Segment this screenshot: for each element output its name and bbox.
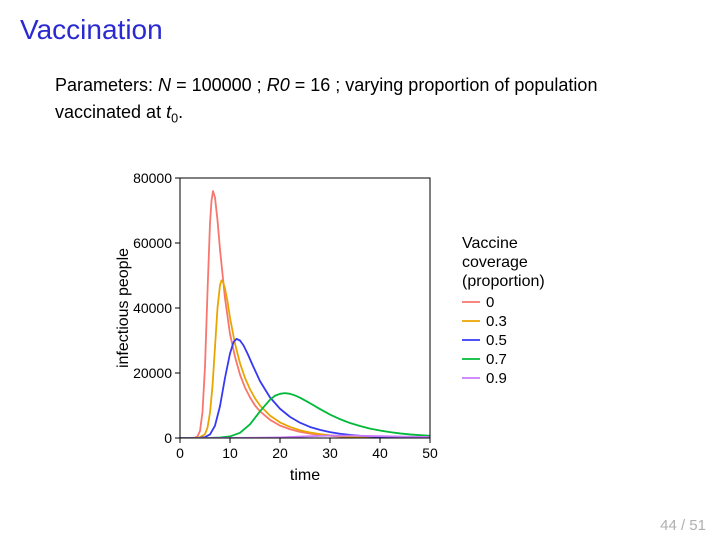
svg-text:infectious people: infectious people bbox=[115, 248, 132, 368]
params-prefix: Parameters: bbox=[55, 75, 158, 95]
params-R0-sub: 0 bbox=[280, 75, 290, 95]
params-R0-value: 16 bbox=[310, 75, 330, 95]
svg-text:0.3: 0.3 bbox=[486, 313, 507, 330]
svg-text:(proportion): (proportion) bbox=[462, 273, 545, 290]
svg-text:0.5: 0.5 bbox=[486, 332, 507, 349]
svg-text:0.7: 0.7 bbox=[486, 351, 507, 368]
svg-text:coverage: coverage bbox=[462, 254, 528, 271]
svg-text:0: 0 bbox=[164, 430, 172, 446]
svg-text:60000: 60000 bbox=[133, 235, 172, 251]
params-t-label: t0 bbox=[166, 102, 178, 122]
svg-text:40: 40 bbox=[372, 445, 388, 461]
svg-text:Vaccine: Vaccine bbox=[462, 235, 518, 252]
svg-text:0.9: 0.9 bbox=[486, 370, 507, 387]
svg-text:80000: 80000 bbox=[133, 170, 172, 186]
chart-svg: 0 10 20 30 40 50 0 20000 40000 60000 80000 time infe… bbox=[110, 168, 590, 488]
slide: Vaccination Parameters: N = 100000 ; R0 … bbox=[0, 0, 724, 544]
params-R0-label: R0 bbox=[267, 75, 290, 95]
params-period: . bbox=[178, 102, 183, 122]
parameters-text: Parameters: N = 100000 ; R0 = 16 ; varyi… bbox=[55, 72, 684, 128]
params-eq2: = bbox=[295, 75, 311, 95]
svg-text:10: 10 bbox=[222, 445, 238, 461]
params-eq1: = bbox=[176, 75, 192, 95]
chart: 0 10 20 30 40 50 0 20000 40000 60000 80000 time infe… bbox=[110, 168, 590, 488]
svg-text:20000: 20000 bbox=[133, 365, 172, 381]
params-sep1: ; bbox=[257, 75, 267, 95]
svg-text:50: 50 bbox=[422, 445, 438, 461]
svg-text:40000: 40000 bbox=[133, 300, 172, 316]
page-number: 44 / 51 bbox=[660, 517, 706, 534]
svg-text:20: 20 bbox=[272, 445, 288, 461]
params-N-label: N bbox=[158, 75, 171, 95]
slide-title: Vaccination bbox=[20, 14, 163, 46]
svg-text:time: time bbox=[290, 467, 320, 484]
svg-text:0: 0 bbox=[176, 445, 184, 461]
svg-text:0: 0 bbox=[486, 294, 494, 311]
svg-text:30: 30 bbox=[322, 445, 338, 461]
params-N-value: 100000 bbox=[192, 75, 252, 95]
